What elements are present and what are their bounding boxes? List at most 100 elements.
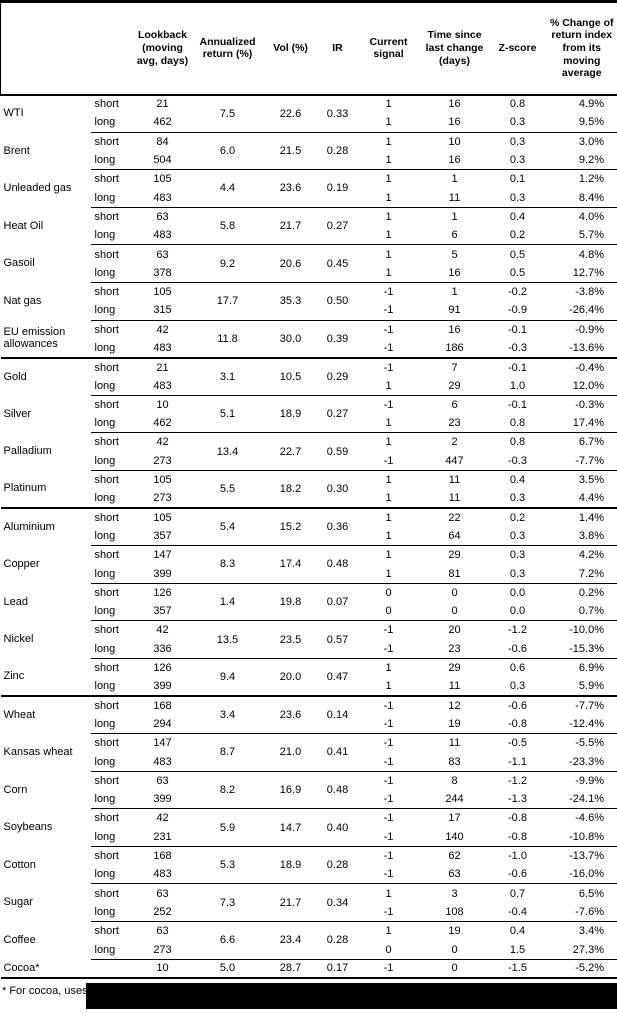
zscore-cell: -1.1 [508, 755, 527, 768]
ir-cell: 0.48 [318, 770, 357, 809]
pct-change-cell: -5.5% [546, 733, 617, 753]
ir-cell: 0.07 [318, 582, 357, 621]
zscore-cell: 0.4 [488, 921, 547, 941]
signal-cell: 1 [385, 116, 392, 129]
pct-change-cell: 3.0% [546, 131, 617, 151]
vol-cell: 23.6 [262, 169, 319, 208]
ir-cell: 0.57 [318, 620, 357, 659]
side-cell: short [90, 545, 133, 565]
lookback-cell: 63 [132, 921, 193, 941]
side-cell: short [90, 507, 133, 527]
lookback-cell: 462 [153, 417, 172, 430]
side-cell: long [94, 304, 116, 317]
table-row: long 483 -1 63 -0.6 -16.0% [1, 865, 617, 884]
table-row: long 357 0 0 0.0 0.7% [1, 602, 617, 621]
zscore-cell: 0.0 [509, 605, 526, 618]
lookback-cell: 483 [153, 229, 172, 242]
time-since-cell: 1 [420, 206, 489, 227]
lookback-cell: 483 [153, 341, 172, 354]
header-cell-current-signal: Current signal [369, 35, 408, 61]
ir-cell: 0.29 [318, 356, 357, 396]
pct-change-cell: 0.7% [578, 605, 604, 618]
signal-cell: -1 [356, 695, 421, 715]
ir-cell: 0.47 [318, 657, 357, 696]
side-cell: long [94, 605, 116, 618]
table-row: EU emission allowances short 42 11.8 30.0 0.3… [1, 319, 617, 358]
pct-change-cell: -12.4% [569, 717, 604, 730]
signal-cell: -1 [383, 905, 394, 918]
side-cell: short [90, 206, 133, 227]
lookback-cell: 126 [132, 582, 193, 603]
annualized-return-cell: 7.3 [192, 883, 263, 922]
table-row: Unleaded gas short 105 4.4 23.6 0.19 1 1 0.1 1.2% [1, 169, 617, 208]
pct-change-cell: 4.9% [546, 94, 617, 114]
pct-change-cell: 3.4% [546, 921, 617, 941]
table-row: long 483 1 29 1.0 12.0% [1, 376, 617, 395]
side-cell: short [90, 657, 133, 678]
zscore-cell: -0.2 [488, 281, 547, 302]
signal-cell: -1 [356, 733, 421, 753]
time-since-cell: 11 [448, 191, 461, 204]
lookback-cell: 462 [153, 116, 172, 129]
signal-cell: -1 [356, 770, 421, 790]
annualized-return-cell: 8.2 [192, 770, 263, 809]
ir-cell: 0.28 [318, 921, 357, 960]
time-since-cell: 23 [448, 417, 461, 430]
pct-change-cell: 5.9% [578, 680, 604, 693]
side-cell: short [90, 582, 133, 603]
side-cell: long [94, 454, 116, 467]
zscore-cell: 1.0 [509, 379, 526, 392]
time-since-cell: 29 [420, 545, 489, 565]
pct-change-cell: 4.8% [546, 244, 617, 264]
ir-cell: 0.28 [318, 845, 357, 884]
side-cell: long [94, 191, 116, 204]
side-cell: long [94, 793, 116, 806]
annualized-return-cell: 3.1 [192, 356, 263, 396]
lookback-cell: 147 [132, 733, 193, 753]
lookback-cell: 63 [132, 244, 193, 264]
time-since-cell: 6 [420, 394, 489, 415]
zscore-cell: -1.3 [508, 793, 527, 806]
ir-cell: 0.41 [318, 733, 357, 772]
zscore-cell: -0.8 [508, 830, 527, 843]
vol-cell: 19.8 [262, 582, 319, 621]
signal-cell: -1 [383, 454, 394, 467]
lookback-cell: 168 [132, 845, 193, 866]
ir-cell: 0.50 [318, 281, 357, 321]
zscore-cell: 0.5 [488, 244, 547, 264]
side-cell: short [90, 695, 133, 715]
ir-cell: 0.59 [318, 432, 357, 471]
lookback-cell: 168 [132, 695, 193, 715]
vol-cell: 18.9 [262, 394, 319, 433]
signals-table: Lookback (moving avg, days) Annualized r… [0, 0, 617, 979]
vol-cell: 14.7 [262, 808, 319, 847]
table-row: Coffee short 63 6.6 23.4 0.28 1 19 0.4 3.4% [1, 921, 617, 960]
pct-change-cell: 4.4% [578, 492, 604, 505]
side-cell: long [94, 529, 116, 542]
pct-change-cell: 3.5% [546, 469, 617, 490]
time-since-cell: 8 [420, 770, 489, 790]
zscore-cell: -1.2 [488, 620, 547, 640]
lookback-cell: 504 [153, 154, 172, 167]
pct-change-cell: -5.2% [546, 958, 617, 978]
time-since-cell: 16 [420, 94, 489, 114]
table-row: long 399 -1 244 -1.3 -24.1% [1, 790, 617, 809]
commodity-name-cell: Corn [3, 783, 28, 796]
signal-cell: -1 [356, 845, 421, 866]
ir-cell: 0.34 [318, 883, 357, 922]
lookback-cell: 336 [153, 642, 172, 655]
lookback-cell: 315 [153, 304, 172, 317]
signal-cell: 1 [385, 417, 392, 430]
annualized-return-cell: 13.4 [192, 432, 263, 471]
signal-cell: 1 [356, 169, 421, 189]
table-row: long 483 1 6 0.2 5.7% [1, 226, 617, 245]
pct-change-cell: 12.0% [572, 379, 604, 392]
zscore-cell: -0.6 [508, 868, 527, 881]
signal-cell: -1 [383, 793, 394, 806]
time-since-cell: 22 [420, 507, 489, 527]
table-row: long 315 -1 91 -0.9 -26.4% [1, 301, 617, 320]
time-since-cell: 0 [451, 605, 458, 618]
time-since-cell: 3 [420, 883, 489, 903]
ir-cell: 0.40 [318, 808, 357, 847]
vol-cell: 22.6 [262, 94, 319, 133]
